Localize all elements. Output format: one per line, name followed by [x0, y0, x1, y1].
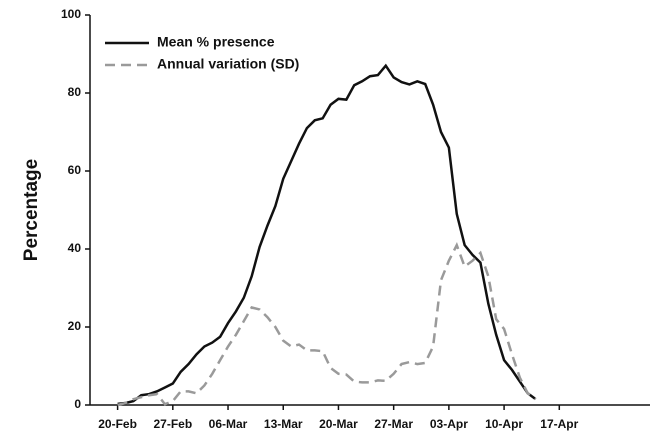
y-tick-label: 100 [61, 7, 81, 21]
x-tick-label: 20-Feb [98, 417, 137, 431]
y-tick-label: 80 [68, 85, 82, 99]
y-tick-label: 0 [74, 397, 81, 411]
x-tick-label: 20-Mar [319, 417, 358, 431]
y-tick-label: 40 [68, 241, 82, 255]
x-tick-label: 17-Apr [540, 417, 578, 431]
y-axis-label: Percentage [21, 159, 42, 261]
x-tick-label: 03-Apr [430, 417, 468, 431]
y-tick-label: 20 [68, 319, 82, 333]
x-tick-label: 27-Mar [374, 417, 413, 431]
x-tick-label: 27-Feb [153, 417, 192, 431]
legend-label: Mean % presence [157, 34, 275, 50]
x-tick-label: 06-Mar [209, 417, 248, 431]
series-line [117, 63, 537, 406]
legend-label: Annual variation (SD) [157, 56, 299, 72]
y-tick-label: 60 [68, 163, 82, 177]
x-tick-label: 13-Mar [264, 417, 303, 431]
series-line [117, 241, 537, 407]
x-tick-label: 10-Apr [485, 417, 523, 431]
